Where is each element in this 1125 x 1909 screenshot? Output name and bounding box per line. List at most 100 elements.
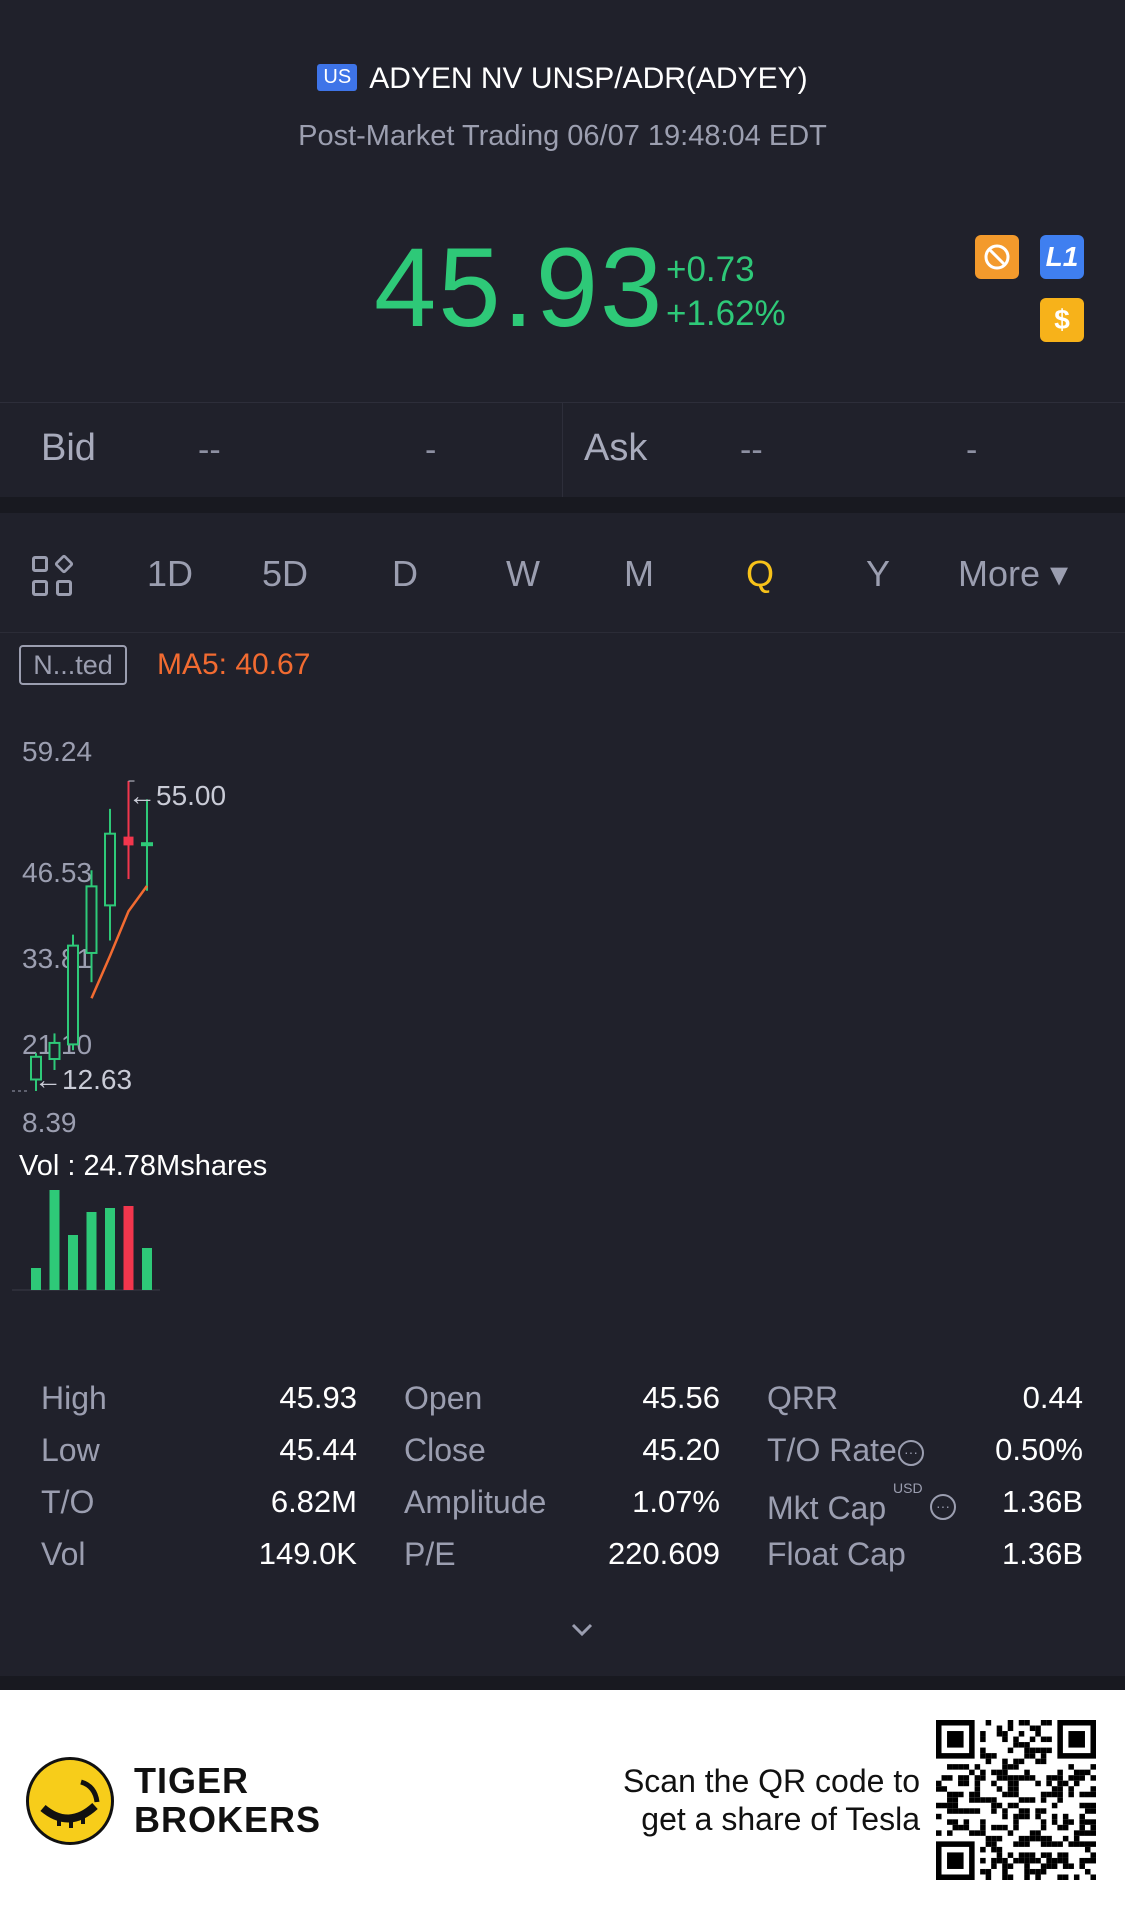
adjustment-toggle[interactable]: N...ted bbox=[19, 645, 127, 685]
qr-module bbox=[952, 1802, 959, 1809]
qr-module bbox=[1062, 1824, 1069, 1831]
qr-module bbox=[1013, 1791, 1019, 1798]
qr-module bbox=[1057, 1786, 1063, 1792]
ma5-line bbox=[90, 885, 149, 999]
qr-module bbox=[980, 1753, 986, 1759]
qr-module bbox=[1024, 1863, 1030, 1869]
qr-module bbox=[1073, 1841, 1080, 1847]
level1-icon[interactable]: L1 bbox=[1040, 235, 1084, 279]
volume-bar bbox=[68, 1235, 78, 1290]
qr-module bbox=[1007, 1725, 1014, 1732]
chart-layout-icon[interactable] bbox=[32, 553, 75, 598]
stat-value: 45.93 bbox=[279, 1380, 357, 1415]
qr-module bbox=[963, 1819, 970, 1825]
qr-module bbox=[1018, 1835, 1025, 1842]
stat-label: Close bbox=[404, 1432, 486, 1468]
qr-module bbox=[980, 1819, 986, 1825]
candle bbox=[141, 799, 153, 891]
qr-module bbox=[991, 1780, 997, 1787]
qr-module bbox=[1035, 1731, 1041, 1737]
qr-module bbox=[1018, 1758, 1025, 1765]
stats-row: Low 45.44 Close 45.20 T/O Rate ··· 0.50% bbox=[0, 1432, 1125, 1482]
qr-module bbox=[1068, 1764, 1074, 1770]
qr-module bbox=[1002, 1764, 1008, 1770]
qr-module bbox=[963, 1808, 970, 1814]
qr-module bbox=[941, 1802, 948, 1809]
qr-module bbox=[1035, 1813, 1041, 1820]
qr-module bbox=[936, 1786, 942, 1792]
qr-module bbox=[996, 1857, 1003, 1864]
qr-module bbox=[1007, 1720, 1014, 1726]
qr-module bbox=[1040, 1824, 1047, 1831]
qr-module bbox=[1057, 1841, 1063, 1847]
tab-more[interactable]: More ▾ bbox=[958, 553, 1069, 594]
candlestick-chart[interactable] bbox=[0, 760, 320, 1120]
qr-module bbox=[1013, 1857, 1019, 1864]
chevron-down-icon[interactable] bbox=[570, 1618, 594, 1642]
qr-module bbox=[1090, 1857, 1096, 1864]
trading-session-status: Post-Market Trading 06/07 19:48:04 EDT bbox=[298, 120, 827, 152]
qr-module bbox=[969, 1797, 975, 1803]
qr-module bbox=[1040, 1863, 1047, 1869]
stat-label: T/O Rate bbox=[767, 1432, 897, 1468]
qr-module bbox=[980, 1824, 986, 1831]
qr-code[interactable] bbox=[936, 1720, 1096, 1880]
ask-label: Ask bbox=[584, 427, 648, 469]
qr-module bbox=[1090, 1791, 1096, 1798]
qr-module bbox=[1051, 1857, 1058, 1864]
qr-module bbox=[980, 1747, 986, 1754]
qr-module bbox=[1062, 1863, 1069, 1869]
qr-module bbox=[1007, 1747, 1014, 1754]
caption-line: get a share of Tesla bbox=[641, 1801, 920, 1838]
volume-chart[interactable] bbox=[0, 1180, 320, 1300]
tab-week[interactable]: W bbox=[506, 553, 540, 594]
qr-module bbox=[996, 1802, 1003, 1809]
qr-module bbox=[947, 1775, 953, 1781]
qr-module bbox=[1002, 1857, 1008, 1864]
qr-module bbox=[1051, 1819, 1058, 1825]
qr-module bbox=[1057, 1857, 1063, 1864]
no-fee-icon[interactable] bbox=[975, 235, 1019, 279]
volume-label: Vol : 24.78Mshares bbox=[19, 1150, 268, 1182]
qr-module bbox=[1029, 1747, 1036, 1754]
qr-module bbox=[1090, 1764, 1096, 1770]
qr-module bbox=[952, 1764, 959, 1770]
qr-module bbox=[1040, 1819, 1047, 1825]
info-icon[interactable]: ··· bbox=[898, 1440, 924, 1466]
qr-module bbox=[996, 1786, 1003, 1792]
qr-module bbox=[1002, 1813, 1008, 1820]
qr-module bbox=[1079, 1775, 1085, 1781]
qr-module bbox=[1040, 1841, 1047, 1847]
qr-module bbox=[1024, 1753, 1030, 1759]
stat-value: 45.56 bbox=[642, 1380, 720, 1415]
tab-year[interactable]: Y bbox=[866, 553, 891, 594]
caption-line: Scan the QR code to bbox=[622, 1763, 920, 1799]
qr-module bbox=[996, 1824, 1003, 1831]
qr-module bbox=[991, 1835, 997, 1842]
info-icon[interactable]: ··· bbox=[930, 1494, 956, 1520]
qr-module bbox=[1018, 1813, 1025, 1820]
tab-day[interactable]: D bbox=[392, 553, 418, 594]
bid-ask-divider bbox=[562, 403, 563, 498]
qr-module bbox=[1024, 1813, 1030, 1820]
qr-module bbox=[947, 1830, 953, 1836]
qr-module bbox=[991, 1808, 997, 1814]
stats-row: Vol 149.0K P/E 220.609 Float Cap 1.36B bbox=[0, 1536, 1125, 1586]
tab-5d[interactable]: 5D bbox=[262, 553, 309, 594]
qr-module bbox=[1002, 1863, 1008, 1869]
tab-quarter[interactable]: Q bbox=[746, 553, 775, 594]
qr-module bbox=[1046, 1852, 1052, 1858]
qr-module bbox=[1007, 1786, 1014, 1792]
stat-value: 149.0K bbox=[258, 1536, 357, 1571]
qr-module bbox=[1040, 1753, 1047, 1759]
qr-module bbox=[936, 1802, 942, 1809]
tab-month[interactable]: M bbox=[624, 553, 654, 594]
qr-module bbox=[1046, 1791, 1052, 1798]
qr-module bbox=[936, 1830, 942, 1836]
dollar-icon[interactable]: $ bbox=[1040, 298, 1084, 342]
tab-1d[interactable]: 1D bbox=[147, 553, 194, 594]
qr-module bbox=[1040, 1747, 1047, 1754]
qr-module bbox=[1018, 1742, 1025, 1748]
brand-name: TIGER BROKERS bbox=[134, 1761, 321, 1840]
stock-title: ADYEN NV UNSP/ADR(ADYEY) bbox=[369, 62, 808, 95]
